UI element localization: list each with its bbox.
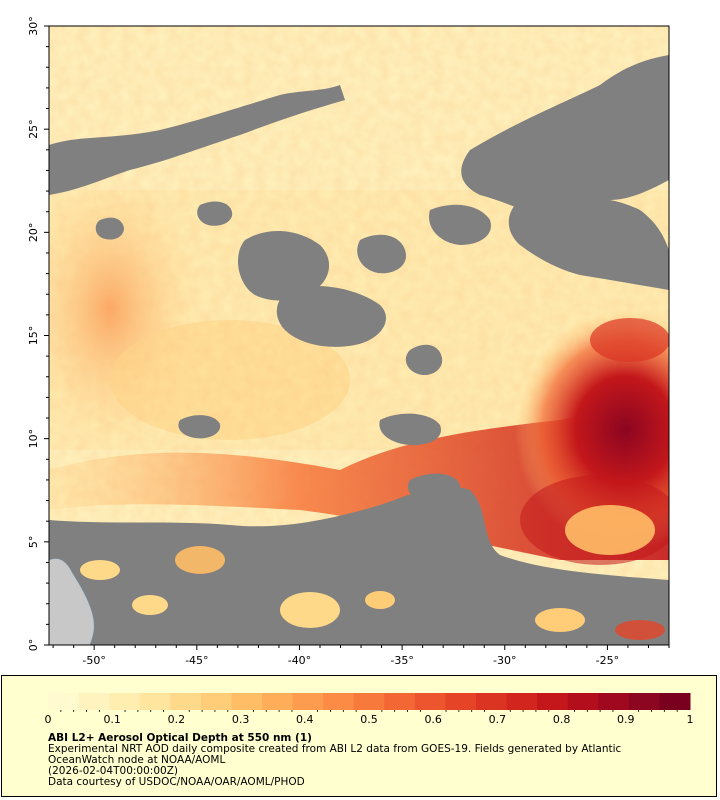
lon-tick-label: -25° [596, 654, 619, 667]
colorbar-tick-label: 0.9 [617, 713, 635, 726]
lon-tick-label: -40° [288, 654, 311, 667]
colorbar-tick-label: 0.1 [103, 713, 121, 726]
colorbar-cell [414, 693, 446, 710]
colorbar-cell [231, 693, 263, 710]
colorbar-cell [78, 693, 110, 710]
colorbar-cell [598, 693, 630, 710]
colorbar-cell [445, 693, 477, 710]
colorbar-cell [506, 693, 538, 710]
lat-tick-label: 30° [27, 16, 40, 36]
colorbar-cell [139, 693, 171, 710]
colorbar-cell [353, 693, 385, 710]
colorbar-cell [476, 693, 508, 710]
lat-tick-label: 25° [27, 119, 40, 139]
lat-tick-label: 15° [27, 326, 40, 346]
legend-panel: 0 0.1 0.2 0.3 0.4 0.5 0.6 0.7 0.8 0.9 1 ABI L2+ Ae… [1, 675, 717, 797]
colorbar-cell [567, 693, 599, 710]
colorbar-tick-label: 0.8 [553, 713, 571, 726]
colorbar-cell [200, 693, 232, 710]
colorbar-cell [170, 693, 202, 710]
lat-tick-label: 20° [27, 223, 40, 243]
colorbar-cell [109, 693, 141, 710]
land-south-america [49, 558, 95, 645]
lat-tick-label: 5° [27, 536, 40, 549]
lon-tick-label: -50° [82, 654, 105, 667]
colorbar: 0 0.1 0.2 0.3 0.4 0.5 0.6 0.7 0.8 0.9 1 [45, 693, 694, 726]
colorbar-tick-label: 0.2 [168, 713, 186, 726]
colorbar-cell [292, 693, 324, 710]
aod-map: 0° 5° 10° 15° 20° 25° 30° -50° -45° -40° -35° -30°… [27, 16, 670, 667]
colorbar-tick-label: 0 [45, 713, 52, 726]
lon-tick-label: -30° [493, 654, 516, 667]
colorbar-cell [48, 693, 80, 710]
latitude-axis: 0° 5° 10° 15° 20° 25° 30° [27, 16, 49, 651]
colorbar-cell [537, 693, 569, 710]
elevated-aod-band [49, 400, 669, 560]
colorbar-cell [323, 693, 355, 710]
colorbar-cell [659, 693, 691, 710]
dust-plume-ring [590, 318, 669, 362]
colorbar-cell [384, 693, 416, 710]
colorbar-cell [628, 693, 660, 710]
colorbar-cell [262, 693, 294, 710]
southern-retrievals [80, 505, 665, 640]
colorbar-tick-label: 0.3 [232, 713, 250, 726]
caption-credit: Data courtesy of USDOC/NOAA/OAR/AOML/PHO… [48, 776, 305, 788]
lat-tick-label: 0° [27, 639, 40, 652]
colorbar-tick-label: 1 [687, 713, 694, 726]
caption-description: Experimental NRT AOD daily composite cre… [48, 743, 622, 766]
lon-tick-label: -45° [185, 654, 208, 667]
colorbar-tick-label: 0.7 [489, 713, 507, 726]
map-field [49, 26, 669, 645]
lon-tick-label: -35° [390, 654, 413, 667]
colorbar-tick-label: 0.5 [360, 713, 378, 726]
lat-tick-label: 10° [27, 429, 40, 449]
no-data-regions [49, 55, 669, 645]
colorbar-tick-label: 0.4 [296, 713, 314, 726]
caption-date: (2026-02-04T00:00:00Z) [48, 765, 178, 777]
colorbar-tick-label: 0.6 [424, 713, 442, 726]
caption: ABI L2+ Aerosol Optical Depth at 550 nm … [48, 733, 688, 788]
longitude-axis: -50° -45° -40° -35° -30° -25° [52, 645, 670, 667]
caption-title: ABI L2+ Aerosol Optical Depth at 550 nm … [48, 732, 312, 744]
